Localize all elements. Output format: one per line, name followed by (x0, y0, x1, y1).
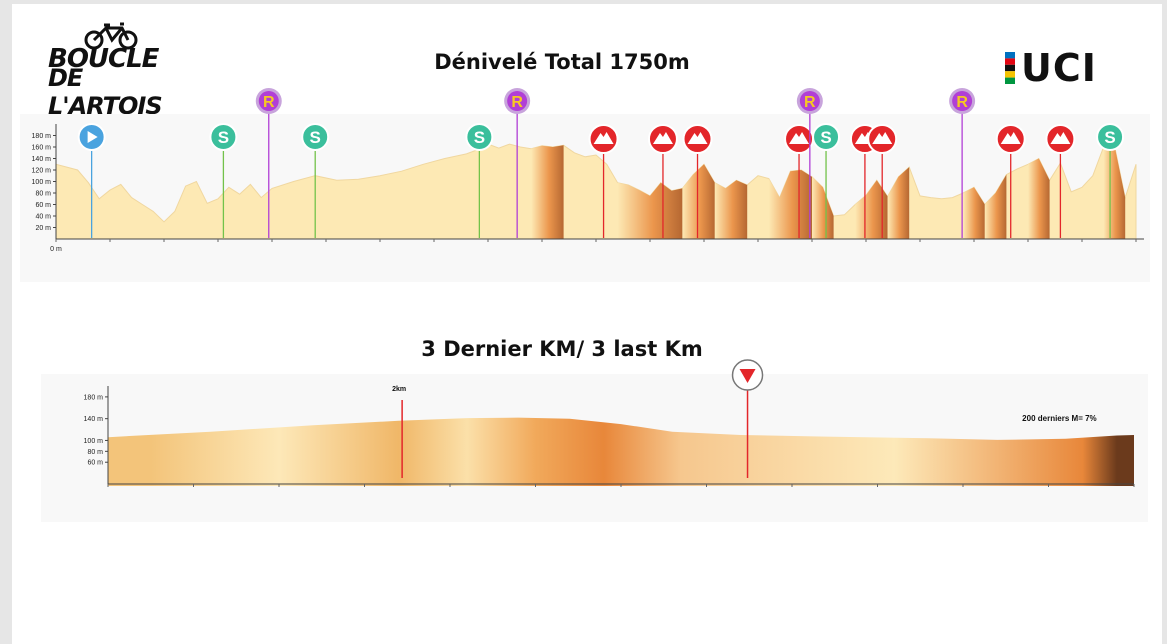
y-tick-label: 100 m (84, 438, 104, 445)
uci-stripes-icon (1005, 52, 1015, 84)
climb-marker (682, 124, 713, 238)
sprint-label: S (218, 128, 229, 147)
elevation-area (108, 417, 1134, 486)
climb-marker (867, 124, 898, 238)
bicycle-icon (84, 22, 138, 50)
y-tick-label: 100 m (32, 179, 52, 186)
sprint-icon (812, 123, 841, 151)
sprint-icon (209, 123, 238, 151)
sprint-marker: S (1096, 123, 1125, 238)
y-tick-label: 80 m (87, 449, 103, 456)
sprint-marker: S (301, 123, 330, 238)
uci-stripe (1005, 58, 1015, 65)
y-tick-label: 160 m (32, 145, 52, 152)
triangle-down-icon (739, 369, 756, 383)
climb-marker (588, 124, 619, 238)
y-tick-label: 60 m (35, 202, 51, 209)
uci-stripe (1005, 52, 1015, 59)
sprint-label: S (310, 128, 321, 147)
ravito-icon (258, 91, 279, 111)
play-icon (87, 131, 98, 143)
y-tick-label: 140 m (84, 416, 104, 423)
mountain-icon (652, 132, 673, 144)
sprint-label: S (820, 128, 831, 147)
final-gradient-label: 200 derniers M= 7% (1022, 414, 1096, 423)
start-marker (77, 123, 106, 238)
sprint-icon (1096, 123, 1125, 151)
mountain-icon (789, 132, 810, 144)
sprint-label: S (1104, 128, 1115, 147)
last-km-chart-panel: 60 m 80 m 100 m 140 m 180 m 2km 200 derniers M… (41, 359, 1148, 522)
y-tick-label: 60 m (87, 460, 103, 467)
climb-section (963, 144, 985, 239)
sprint-label: S (474, 128, 485, 147)
climb-marker (647, 124, 678, 238)
ravito-icon (507, 91, 528, 111)
y-tick-label: 120 m (32, 168, 52, 175)
climb-section (714, 144, 748, 239)
mountain-icon (872, 132, 893, 144)
ravito-marker: R (796, 88, 823, 238)
uci-stripe (1005, 71, 1015, 78)
y-tick-label: 20 m (35, 225, 51, 232)
y-tick-label: 180 m (32, 133, 52, 140)
sprint-marker: S (465, 123, 494, 238)
ravito-marker: R (949, 88, 976, 238)
mountain-icon (1000, 132, 1021, 144)
ravito-label: R (956, 94, 968, 111)
last-km-profile-chart: 60 m 80 m 100 m 140 m 180 m 2km 200 derniers M… (84, 359, 1135, 487)
uci-wordmark: UCI (1021, 46, 1097, 90)
page: BOUCLE DE L'ARTOIS Dénivelé Total 1750m … (12, 4, 1162, 644)
logo-line-2: DE L'ARTOIS (48, 64, 163, 120)
mountain-icon (1050, 132, 1071, 144)
last-km-title: 3 Dernier KM/ 3 last Km (421, 337, 703, 361)
uci-stripe (1005, 77, 1015, 84)
y-tick-label: 80 m (35, 191, 51, 198)
sprint-icon (301, 123, 330, 151)
sprint-marker: S (812, 123, 841, 238)
climb-section (531, 144, 564, 239)
climb-marker (995, 124, 1026, 238)
sprint-icon (465, 123, 494, 151)
x-start-label: 0 m (50, 246, 62, 253)
elevation-profile-chart: 20 m 40 m 60 m 80 m 100 m 120 m 140 m 160 m 180 … (32, 88, 1144, 253)
y-tick-label: 40 m (35, 214, 51, 221)
profile-title: Dénivelé Total 1750m (434, 50, 690, 74)
ravito-label: R (263, 94, 275, 111)
profile-chart-panel: 20 m 40 m 60 m 80 m 100 m 120 m 140 m 160 m 180 … (20, 88, 1150, 282)
y-tick-label: 180 m (84, 394, 104, 401)
ravito-icon (952, 91, 973, 111)
ravito-marker: R (504, 88, 531, 238)
boucle-artois-logo: BOUCLE DE L'ARTOIS (42, 22, 182, 120)
ravito-marker: R (255, 88, 282, 238)
uci-stripe (1005, 64, 1015, 72)
km-marker-label: 2km (392, 386, 406, 393)
sprint-marker: S (209, 123, 238, 238)
mountain-icon (593, 132, 614, 144)
mountain-icon (687, 132, 708, 144)
logo-line-1: BOUCLE (48, 44, 159, 74)
uci-logo: UCI (1005, 48, 1130, 88)
ravito-label: R (804, 94, 816, 111)
climb-marker (1045, 124, 1076, 238)
y-tick-label: 140 m (32, 156, 52, 163)
ravito-icon (799, 91, 820, 111)
ravito-label: R (511, 94, 523, 111)
